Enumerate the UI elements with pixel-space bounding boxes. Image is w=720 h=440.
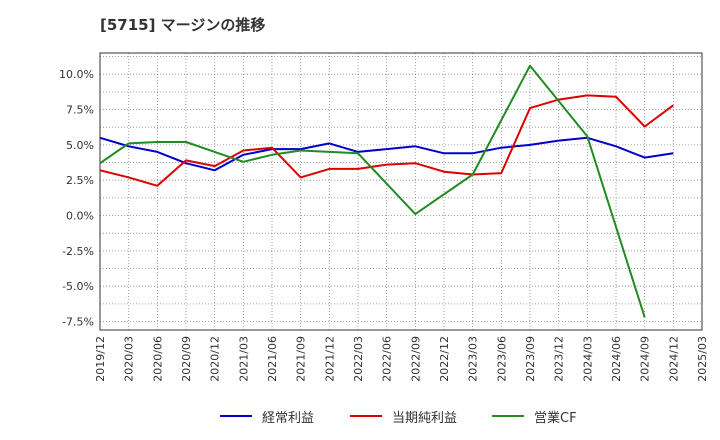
y-tick-label: 7.5% — [66, 104, 94, 117]
legend-swatch-series-2 — [350, 415, 382, 417]
legend-swatch-series-1 — [220, 415, 252, 417]
x-tick-label: 2023/09 — [524, 336, 537, 382]
series-line-3 — [99, 64, 646, 318]
x-tick-label: 2021/06 — [266, 336, 279, 382]
x-tick-label: 2020/09 — [180, 336, 193, 382]
y-tick-label: 2.5% — [66, 174, 94, 187]
x-tick-label: 2024/03 — [581, 336, 594, 382]
plot-area — [100, 53, 702, 330]
x-tick-label: 2021/12 — [323, 336, 336, 382]
legend-swatch-series-3 — [492, 415, 524, 417]
x-tick-label: 2022/12 — [438, 336, 451, 382]
legend-item-series-2: 当期純利益 — [350, 404, 457, 428]
y-tick-label: 5.0% — [66, 139, 94, 152]
x-tick-label: 2021/09 — [295, 336, 308, 382]
plot-frame — [99, 52, 703, 331]
y-tick-label: -2.5% — [62, 245, 94, 258]
x-tick-label: 2019/12 — [94, 336, 107, 382]
x-tick-label: 2021/03 — [237, 336, 250, 382]
x-tick-label: 2023/06 — [495, 336, 508, 382]
series-line-2 — [99, 94, 674, 187]
x-tick-label: 2022/06 — [381, 336, 394, 382]
y-tick-label: -7.5% — [62, 316, 94, 329]
legend-label-series-2: 当期純利益 — [392, 410, 458, 426]
legend-item-series-3: 営業CF — [492, 404, 577, 428]
x-tick-label: 2022/09 — [409, 336, 422, 382]
y-tick-label: -5.0% — [62, 280, 94, 293]
x-tick-label: 2023/12 — [553, 336, 566, 382]
x-tick-label: 2024/12 — [667, 336, 680, 382]
x-tick-label: 2025/03 — [696, 336, 709, 382]
y-tick-label: 10.0% — [59, 68, 94, 81]
x-tick-label: 2022/03 — [352, 336, 365, 382]
x-tick-label: 2024/06 — [610, 336, 623, 382]
chart-legend: 経常利益 当期純利益 営業CF — [0, 404, 720, 428]
legend-label-series-1: 経常利益 — [262, 410, 315, 426]
y-tick-label: 0.0% — [66, 210, 94, 223]
series-line-1 — [99, 136, 674, 172]
x-tick-label: 2020/12 — [209, 336, 222, 382]
x-tick-label: 2020/06 — [151, 336, 164, 382]
chart-title: [5715] マージンの推移 — [100, 16, 266, 34]
legend-item-series-1: 経常利益 — [220, 404, 314, 428]
x-tick-label: 2023/03 — [467, 336, 480, 382]
x-tick-label: 2024/09 — [639, 336, 652, 382]
legend-label-series-3: 営業CF — [534, 410, 577, 426]
x-tick-label: 2020/03 — [123, 336, 136, 382]
